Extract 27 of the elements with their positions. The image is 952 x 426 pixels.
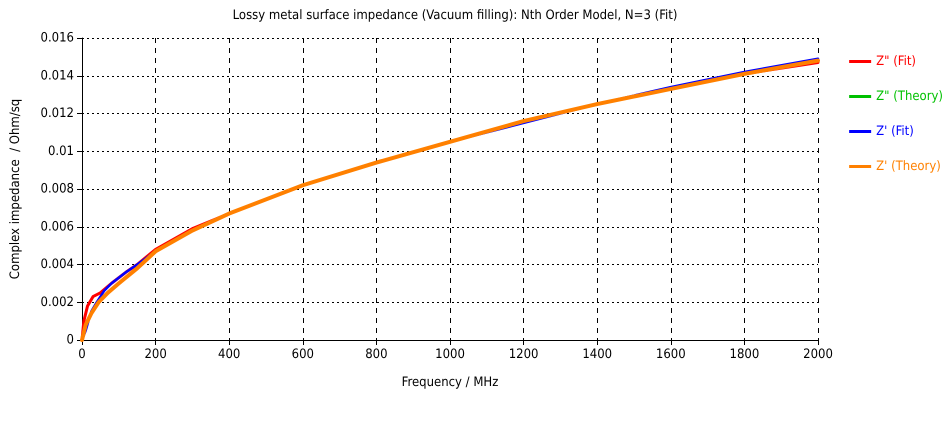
y-tick-label: 0.01: [48, 144, 74, 159]
legend-label: Z' (Theory): [876, 159, 941, 174]
x-tick-label: 1400: [582, 347, 612, 362]
y-tick-label: 0.002: [40, 294, 74, 310]
y-axis-title: Complex impedance / Ohm/sq: [8, 98, 23, 280]
x-tick-label: 1600: [656, 347, 686, 362]
chart-title: Lossy metal surface impedance (Vacuum filling): Nth Order Model, N=3 (Fit): [232, 8, 678, 23]
x-tick-label: 2000: [803, 347, 833, 362]
y-tick-label: 0.004: [40, 257, 74, 272]
x-tick-label: 400: [218, 347, 240, 362]
x-tick-label: 1200: [508, 347, 538, 362]
legend-label: Z" (Fit): [876, 54, 916, 69]
y-tick-label: 0.014: [40, 68, 74, 84]
x-axis-title: Frequency / MHz: [402, 375, 498, 390]
legend-label: Z" (Theory): [876, 89, 944, 104]
x-tick-label: 1800: [730, 347, 760, 362]
y-tick-label: 0.012: [40, 106, 74, 121]
x-tick-label: 1000: [435, 347, 465, 362]
y-tick-label: 0.008: [40, 182, 74, 196]
x-tick-label: 200: [144, 347, 167, 362]
x-tick-label: 0: [78, 347, 86, 362]
legend-label: Z' (Fit): [876, 124, 914, 139]
y-tick-label: 0.016: [40, 30, 74, 46]
x-tick-label: 800: [365, 347, 388, 362]
x-tick-label: 600: [292, 347, 314, 362]
y-tick-label: 0: [66, 332, 74, 348]
y-tick-label: 0.006: [40, 219, 74, 234]
